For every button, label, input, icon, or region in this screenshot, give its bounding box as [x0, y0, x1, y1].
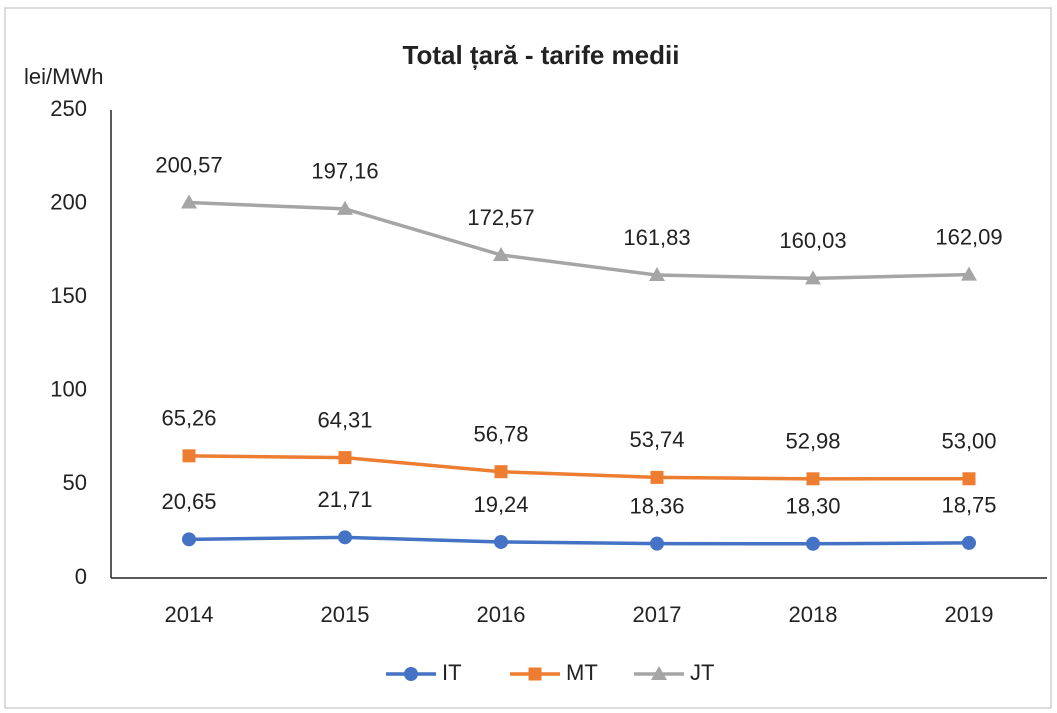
- x-tick-label: 2019: [945, 602, 994, 627]
- marker: [181, 194, 197, 209]
- marker: [806, 536, 820, 551]
- data-label: 18,75: [941, 493, 996, 518]
- x-tick-label: 2017: [633, 602, 682, 627]
- marker: [962, 535, 976, 550]
- series-line: [188, 535, 970, 546]
- data-label: 56,78: [473, 422, 528, 447]
- data-label: 160,03: [779, 228, 846, 253]
- chart-border: [4, 7, 1052, 709]
- marker: [650, 536, 664, 551]
- marker: [182, 449, 196, 463]
- data-label: 20,65: [161, 489, 216, 514]
- marker: [337, 200, 353, 215]
- y-tick-label: 250: [50, 96, 87, 121]
- marker: [494, 465, 508, 479]
- data-label: 65,26: [161, 406, 216, 431]
- y-tick-label: 150: [50, 283, 87, 308]
- marker: [650, 470, 664, 484]
- marker: [962, 472, 976, 486]
- data-label: 18,36: [629, 493, 684, 518]
- data-label: 18,30: [785, 494, 840, 519]
- data-label: 197,16: [311, 159, 378, 184]
- data-label: 53,00: [941, 429, 996, 454]
- series-line: [188, 454, 970, 481]
- marker: [806, 472, 820, 486]
- marker: [493, 246, 509, 261]
- data-label: 53,74: [629, 427, 684, 452]
- marker: [182, 532, 196, 547]
- y-tick-label: 50: [63, 470, 87, 495]
- data-label: 21,71: [317, 487, 372, 512]
- x-tick-label: 2016: [477, 602, 526, 627]
- data-label: 200,57: [155, 152, 222, 177]
- y-axis-label: lei/MWh: [24, 64, 103, 89]
- y-tick-label: 100: [50, 377, 87, 402]
- y-tick-label: 200: [50, 189, 87, 214]
- data-label: 64,31: [317, 407, 372, 432]
- legend-label: MT: [566, 660, 598, 685]
- data-label: 161,83: [623, 225, 690, 250]
- series-line: [188, 200, 970, 281]
- data-label: 162,09: [935, 224, 1002, 249]
- legend-label: IT: [442, 660, 462, 685]
- marker: [805, 270, 821, 285]
- marker: [528, 667, 542, 681]
- marker: [494, 534, 508, 549]
- x-tick-label: 2014: [165, 602, 214, 627]
- data-label: 52,98: [785, 429, 840, 454]
- x-tick-label: 2015: [321, 602, 370, 627]
- chart-title: Total țară - tarife medii: [403, 40, 680, 70]
- marker: [338, 451, 352, 465]
- marker: [651, 666, 667, 680]
- marker: [649, 267, 665, 282]
- y-tick-label: 0: [75, 564, 87, 589]
- marker: [338, 530, 352, 545]
- x-tick-label: 2018: [789, 602, 838, 627]
- marker: [404, 667, 418, 681]
- marker: [961, 266, 977, 281]
- legend-label: JT: [690, 660, 714, 685]
- data-label: 19,24: [473, 492, 528, 517]
- data-label: 172,57: [467, 205, 534, 230]
